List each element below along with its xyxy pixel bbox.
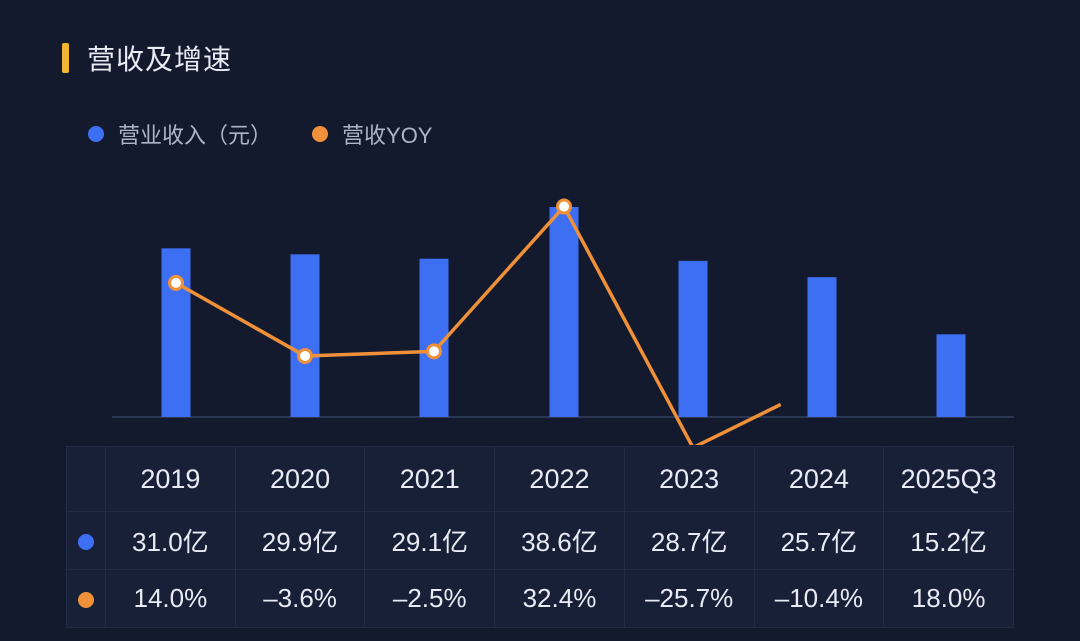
bar-2019: [161, 248, 191, 417]
row-marker-yoy: [66, 569, 106, 628]
header-cell: 2022: [494, 446, 625, 512]
legend-label-yoy: 营收YOY: [342, 123, 433, 148]
yoy-point-2019: [168, 274, 184, 291]
title-accent-bar: [62, 43, 69, 73]
table-row-revenue: 31.0亿 29.9亿 29.1亿 38.6亿 28.7亿 25.7亿 15.2…: [66, 511, 1014, 570]
legend: 营业收入（元） 营收YOY: [88, 118, 472, 150]
table-cell: 15.2亿: [883, 511, 1014, 570]
legend-item-revenue[interactable]: 营业收入（元）: [88, 118, 272, 150]
chart-title: 营收及增速: [87, 44, 233, 75]
table-cell: 29.1亿: [364, 511, 496, 570]
table-header-row: 2019 2020 2021 2022 2023 2024 2025Q3: [66, 446, 1014, 512]
title-block: 营收及增速: [62, 38, 232, 78]
bar-2022: [549, 207, 579, 417]
header-cell: 2019: [105, 446, 236, 512]
header-cell: 2020: [234, 446, 366, 512]
table-cell: –3.6%: [234, 569, 366, 628]
yoy-line: [175, 204, 782, 445]
table-cell: 31.0亿: [105, 511, 236, 570]
table-cell: 38.6亿: [494, 511, 625, 570]
data-table: 2019 2020 2021 2022 2023 2024 2025Q3 31.…: [66, 446, 1014, 628]
table-cell: –2.5%: [364, 569, 496, 628]
yoy-point-2020: [297, 347, 313, 364]
legend-dot-yoy: [312, 126, 329, 142]
bar-2021: [419, 258, 449, 417]
table-cell: 14.0%: [105, 569, 236, 628]
header-cell: 2021: [364, 446, 496, 512]
legend-label-revenue: 营业收入（元）: [118, 123, 273, 148]
row-dot-revenue: [78, 534, 94, 551]
table-cell: –25.7%: [623, 569, 755, 628]
bar-2024: [807, 277, 837, 417]
yoy-point-2022: [556, 198, 572, 215]
row-dot-yoy: [78, 592, 94, 609]
table-cell: 25.7亿: [753, 511, 885, 570]
row-marker-revenue: [66, 511, 106, 570]
legend-item-yoy[interactable]: 营收YOY: [312, 118, 432, 150]
header-cell: 2025Q3: [883, 446, 1014, 512]
table-cell: 32.4%: [494, 569, 625, 628]
table-cell: 29.9亿: [234, 511, 366, 570]
bar-2020: [290, 254, 320, 417]
header-blank-cell: [66, 446, 106, 512]
legend-dot-revenue: [88, 126, 104, 142]
table-row-yoy: 14.0% –3.6% –2.5% 32.4% –25.7% –10.4% 18…: [66, 569, 1014, 628]
bar-2025Q3: [936, 334, 966, 417]
chart-plot: [112, 198, 1014, 445]
bar-2023: [678, 260, 708, 417]
yoy-point-2021: [426, 343, 442, 360]
table-cell: 28.7亿: [623, 511, 755, 570]
header-cell: 2023: [623, 446, 755, 512]
table-cell: 18.0%: [883, 569, 1014, 628]
table-cell: –10.4%: [753, 569, 885, 628]
header-cell: 2024: [753, 446, 885, 512]
